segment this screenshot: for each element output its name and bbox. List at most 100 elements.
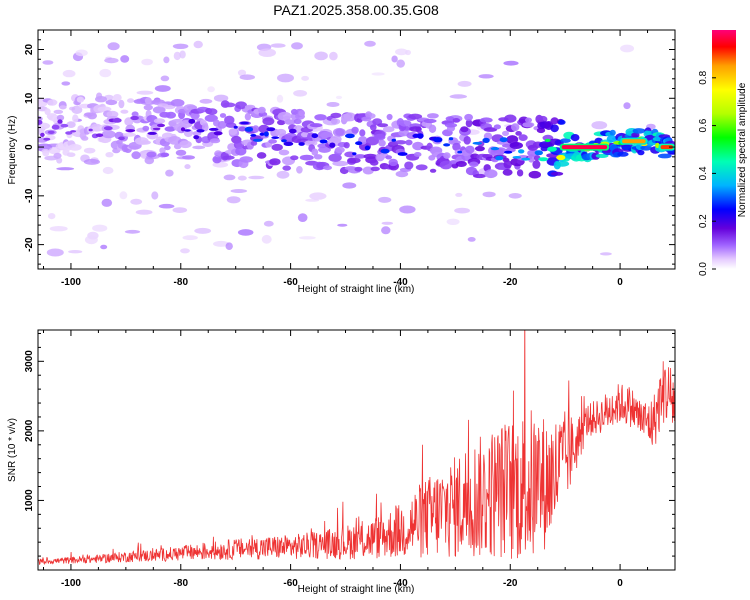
spectrogram-blob bbox=[457, 80, 472, 87]
spectrogram-band-blob bbox=[105, 99, 118, 106]
spectrogram-band-blob bbox=[256, 152, 267, 159]
spectrogram-band-blob bbox=[239, 156, 253, 163]
spectrogram-band-blob bbox=[101, 130, 116, 139]
spectrogram-band-blob bbox=[469, 161, 479, 168]
spectrogram-blob bbox=[449, 94, 467, 99]
spectrogram-core bbox=[253, 138, 263, 142]
spectrogram-band-blob bbox=[44, 108, 51, 116]
spectrogram-blob bbox=[154, 85, 171, 92]
spectrogram-core bbox=[547, 146, 557, 152]
spectrogram-band-blob bbox=[124, 117, 134, 126]
spectrogram-band-blob bbox=[502, 130, 509, 136]
spectrogram-band-blob bbox=[515, 131, 522, 136]
spectrogram-band-blob bbox=[153, 118, 166, 124]
spectrogram-band-blob bbox=[290, 155, 299, 161]
spectrogram-core bbox=[443, 143, 451, 147]
spectrogram-band-blob bbox=[298, 110, 306, 117]
spectrogram-blob bbox=[42, 60, 54, 65]
spectrogram-band-blob bbox=[278, 149, 290, 156]
spectrogram-blob bbox=[213, 94, 229, 102]
spectrogram-band-blob bbox=[518, 134, 528, 142]
spectrogram-blob bbox=[270, 43, 286, 48]
spectrogram-blob bbox=[261, 234, 272, 244]
spectrogram-blob bbox=[152, 106, 166, 114]
colorbar-ticks: 0.0 0.2 0.4 0.6 0.8 bbox=[698, 70, 716, 276]
spectrogram-band-blob bbox=[311, 148, 319, 156]
spectrogram-blob bbox=[46, 248, 64, 257]
spectrogram-band-blob bbox=[427, 113, 439, 119]
spectrogram-band-blob bbox=[550, 124, 559, 133]
snr-x-axis-label: Height of straight line (km) bbox=[298, 584, 415, 595]
spectrogram-band-blob bbox=[347, 157, 361, 164]
spectrogram-blob bbox=[180, 248, 190, 254]
spectrogram-band-blob bbox=[300, 131, 309, 138]
spectrogram-band-blob bbox=[516, 169, 524, 177]
y-tick-label: 0 bbox=[24, 144, 35, 150]
x-tick-label: -80 bbox=[174, 277, 189, 288]
spectrogram-blob bbox=[455, 192, 463, 197]
spectrogram-blob bbox=[130, 198, 143, 205]
snr-line bbox=[38, 330, 675, 566]
spectrogram-blob bbox=[237, 229, 254, 236]
spectrogram-blob bbox=[107, 42, 120, 51]
spectrogram-blob bbox=[48, 213, 56, 220]
spectrogram-band-blob bbox=[555, 161, 570, 167]
spectrogram-band-blob bbox=[277, 111, 292, 121]
spectrogram-band-blob bbox=[479, 117, 493, 123]
spectrogram-core bbox=[38, 119, 43, 125]
x-tick-label: -20 bbox=[503, 578, 518, 589]
spectrogram-band-blob bbox=[570, 134, 580, 142]
spectrogram-band-blob bbox=[47, 99, 58, 106]
spectrogram-core bbox=[125, 129, 136, 133]
spectrogram-blob bbox=[332, 160, 349, 167]
spectrogram-band-blob bbox=[160, 152, 170, 158]
spectrogram-band-blob bbox=[116, 139, 123, 145]
spectrogram-core bbox=[495, 155, 504, 161]
spectrogram-band-blob bbox=[504, 114, 517, 123]
spectrogram-band-blob bbox=[617, 151, 629, 157]
spectrogram-band-blob bbox=[53, 109, 64, 114]
spectrogram-core bbox=[448, 137, 454, 141]
spectrogram-blob bbox=[100, 244, 108, 250]
spectrogram-band-blob bbox=[83, 147, 96, 154]
spectrogram-blob bbox=[68, 250, 83, 254]
spectrogram-blob bbox=[293, 90, 308, 97]
spectrogram-blob bbox=[599, 252, 612, 256]
spectrogram-band-blob bbox=[460, 126, 469, 133]
spectrogram-frame bbox=[37, 29, 676, 270]
spectrogram-band-blob bbox=[138, 140, 151, 145]
spectrogram-band-blob bbox=[363, 153, 378, 159]
spectrogram-band-blob bbox=[484, 169, 498, 179]
spectrogram-band-blob bbox=[609, 129, 616, 136]
spectrogram-band-blob bbox=[202, 123, 209, 132]
spectrogram-blob bbox=[173, 51, 181, 61]
y-tick-label: 20 bbox=[24, 44, 35, 56]
spectrogram-blob bbox=[225, 242, 233, 250]
spectrogram-blob bbox=[213, 240, 230, 247]
colorbar-gradient bbox=[712, 30, 736, 269]
spectrogram-heatmap bbox=[38, 40, 675, 257]
spectrogram-band-blob bbox=[323, 165, 332, 171]
spectrogram-blob bbox=[478, 74, 494, 79]
spectrogram-band-blob bbox=[370, 166, 380, 172]
spectrogram-band-blob bbox=[452, 118, 461, 123]
spectrogram-core bbox=[51, 124, 60, 130]
spectrogram-core bbox=[118, 136, 125, 141]
spectrogram-band-blob bbox=[277, 119, 286, 126]
spectrogram-band-blob bbox=[112, 94, 122, 102]
spectrogram-blob bbox=[144, 156, 155, 165]
spectrogram-band-blob bbox=[170, 99, 185, 107]
spectrogram-core bbox=[43, 137, 51, 141]
spectrogram-band-blob bbox=[165, 111, 176, 119]
spectrogram-blob bbox=[378, 196, 392, 203]
spectrogram-band-blob bbox=[252, 125, 260, 133]
spectrogram-y-ticks: -20 -10 0 10 20 bbox=[24, 29, 675, 265]
spectrogram-band-blob bbox=[293, 118, 302, 125]
spectrogram-band-blob bbox=[143, 104, 153, 111]
spectrogram-blob bbox=[623, 102, 631, 110]
x-tick-label: -40 bbox=[393, 277, 408, 288]
spectrogram-core bbox=[70, 130, 77, 133]
colorbar-tick-label: 0.2 bbox=[698, 214, 709, 228]
spectrogram-band-blob bbox=[217, 121, 227, 129]
spectrogram-band-blob bbox=[118, 99, 125, 109]
